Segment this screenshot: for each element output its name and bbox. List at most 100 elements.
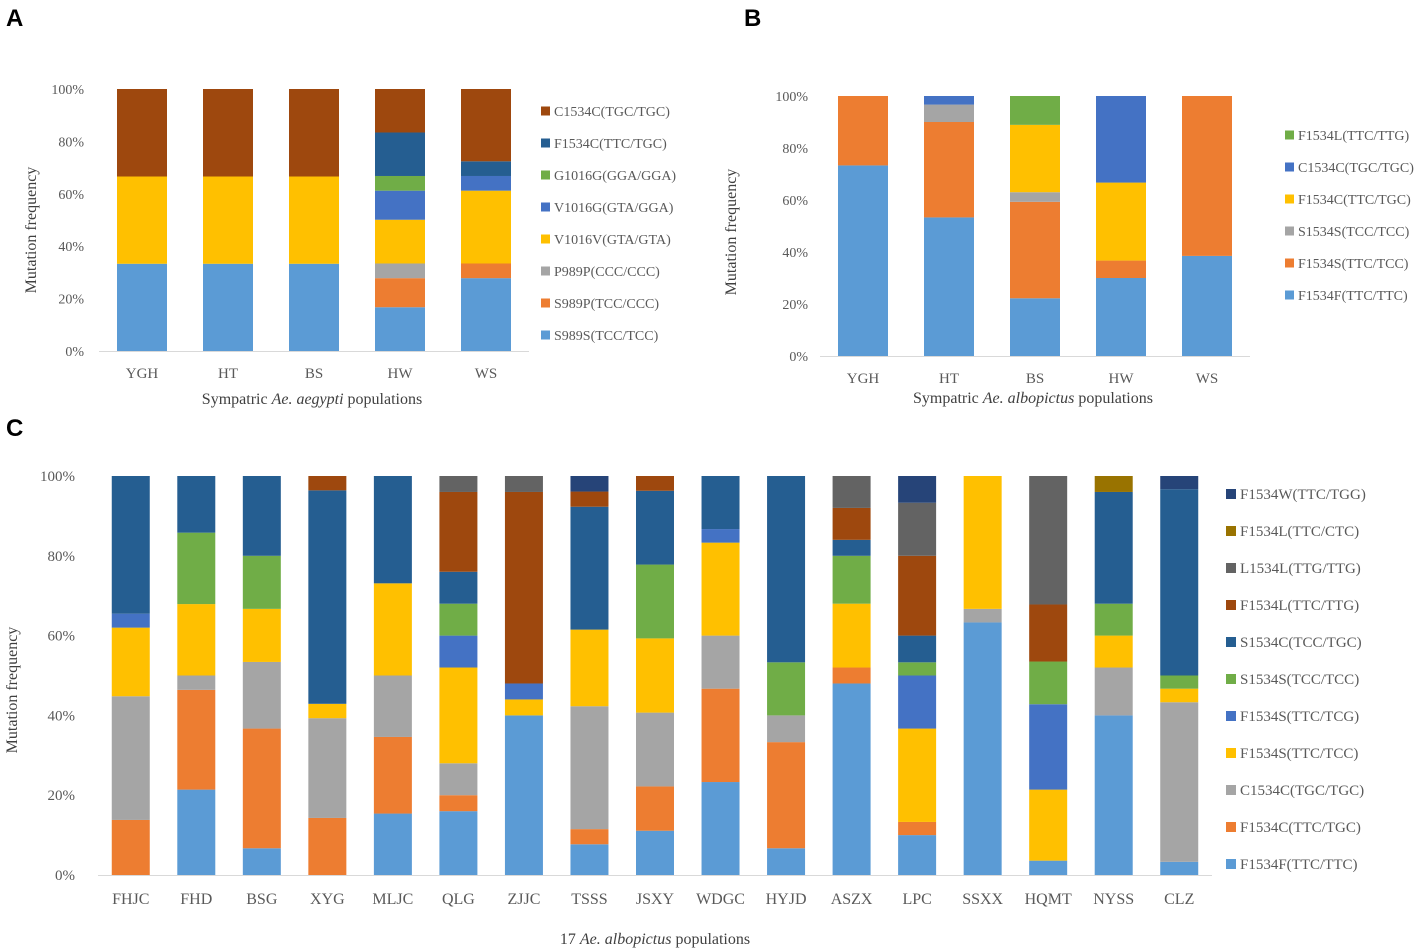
panel-c-x-axis-label: 17 Ae. albopictus populations	[560, 931, 750, 948]
panel-c-category-label: HYJD	[766, 891, 807, 908]
panel-c-bar-segment	[439, 795, 478, 812]
panel-a-bar-segment	[461, 89, 511, 162]
panel-b-legend-swatch	[1285, 258, 1294, 268]
panel-c-legend-swatch	[1226, 600, 1236, 610]
panel-b-bar-segment	[1010, 124, 1060, 193]
panel-c-legend-label: F1534S(TTC/TCG)	[1240, 709, 1359, 725]
panel-a-bar-segment	[289, 263, 339, 351]
panel-c-legend-label: F1534F(TTC/TTC)	[1240, 857, 1358, 873]
panel-c-bar-segment	[701, 688, 740, 783]
panel-a-legend-label: P989P(CCC/CCC)	[554, 265, 660, 280]
panel-c-plot: 0% 20% 40% 60% 80% 100% FHJC FHD BSG XYG MLJC QLG ZJ…	[40, 469, 1366, 908]
panel-c-bar-segment	[111, 476, 150, 614]
panel-c-bar-segment	[570, 491, 609, 507]
panel-a-legend-swatch	[541, 202, 550, 212]
panel-c-bar-segment	[701, 529, 740, 543]
panel-c-bar-segment	[570, 829, 609, 845]
panel-a-bar-segment	[375, 190, 425, 220]
panel-c-bar-segment	[832, 667, 871, 684]
panel-c-bar-segment	[177, 532, 216, 605]
panel-b-bar-segment	[1010, 298, 1060, 356]
panel-c-bar-segment	[832, 476, 871, 508]
panel-c-letter: C	[6, 415, 23, 442]
panel-c-bar-segment	[898, 728, 937, 822]
panel-c-bar-segment	[439, 491, 478, 572]
panel-c-bar-segment	[636, 638, 674, 713]
panel-c-bar-segment	[373, 813, 412, 875]
panel-a-legend-label: G1016G(GGA/GGA)	[554, 169, 676, 184]
panel-c-legend-swatch	[1226, 526, 1236, 536]
panel-b-bar-segment	[838, 165, 888, 356]
panel-c-bar-segment	[636, 490, 674, 565]
panel-c-legend-swatch	[1226, 748, 1236, 758]
panel-c-bar-segment	[439, 763, 478, 796]
panel-c-category-label: QLG	[442, 891, 475, 908]
panel-c-bar-segment	[570, 706, 609, 830]
panel-c-bar-segment	[504, 683, 543, 700]
panel-c-bar-segment	[242, 476, 281, 556]
panel-a-bar-segment	[375, 89, 425, 133]
panel-a-bar-segment	[289, 89, 339, 177]
panel-a-bar-segment	[461, 175, 511, 191]
panel-b-x-axis-label: Sympatric Ae. albopictus populations	[913, 390, 1153, 407]
panel-b-y-tick-label: 20%	[782, 298, 808, 313]
panel-c-bar-segment	[439, 811, 478, 875]
panel-b-bar-segment	[1010, 96, 1060, 125]
panel-c-category-label: HQMT	[1025, 891, 1072, 908]
panel-a-legend-swatch	[541, 330, 550, 340]
panel-c-bar-segment	[439, 635, 478, 668]
panel-b-y-tick-label: 0%	[789, 350, 808, 365]
panel-c-legend-swatch	[1226, 859, 1236, 869]
panel-a-legend-swatch	[541, 170, 550, 180]
panel-a-y-tick-label: 40%	[58, 240, 84, 255]
panel-c-bar-segment	[1094, 635, 1133, 668]
panel-c-legend-label: F1534W(TTC/TGG)	[1240, 487, 1366, 503]
panel-c-bar-segment	[308, 476, 347, 491]
panel-c-category-label: WDGC	[696, 891, 745, 908]
panel-c-bar-segment	[898, 675, 937, 729]
panel-c-bar-segment	[111, 613, 150, 628]
panel-c: C Mutation frequency 17 Ae. albopictus p…	[4, 415, 1366, 948]
panel-a-plot: 0% 20% 40% 60% 80% 100% YGH HT BS HW WS C1534C(TGC/…	[51, 83, 676, 382]
panel-c-bar-segment	[111, 696, 150, 820]
panel-a-legend-swatch	[541, 106, 550, 116]
panel-c-bar-segment	[636, 830, 674, 875]
panel-c-y-tick-label: 80%	[48, 549, 76, 565]
panel-b-bar-segment	[1096, 182, 1146, 261]
panel-b-y-tick-label: 100%	[775, 90, 808, 105]
panel-c-y-tick-label: 100%	[40, 469, 75, 485]
panel-c-bar-segment	[177, 476, 216, 533]
panel-c-bar-segment	[177, 675, 216, 690]
panel-c-bar-segment	[1160, 489, 1199, 676]
panel-c-bar-segment	[701, 476, 740, 530]
panel-b-category-label: HT	[939, 371, 959, 387]
panel-a-bar-segment	[375, 132, 425, 176]
panel-c-bar-segment	[898, 635, 937, 663]
panel-b-legend-label: F1534C(TTC/TGC)	[1298, 193, 1411, 208]
panel-c-bar-segment	[1094, 476, 1133, 492]
panel-c-bar-segment	[373, 476, 412, 584]
panel-a: A Mutation frequency Sympatric Ae. aegyp…	[6, 5, 676, 408]
panel-a-y-tick-label: 60%	[58, 188, 84, 203]
panel-c-legend-label: F1534S(TTC/TCC)	[1240, 746, 1358, 762]
panel-c-legend-swatch	[1226, 563, 1236, 573]
panel-c-legend-label: C1534C(TGC/TGC)	[1240, 783, 1364, 799]
panel-c-bar-segment	[963, 608, 1002, 623]
panel-a-bar-segment	[375, 307, 425, 351]
panel-c-bar-segment	[1029, 704, 1068, 790]
panel-a-y-axis-label: Mutation frequency	[23, 167, 40, 294]
panel-a-bar-segment	[203, 89, 253, 177]
panel-a-bar-segment	[117, 263, 167, 351]
panel-b-bar-segment	[1010, 192, 1060, 202]
panel-c-bar-segment	[177, 789, 216, 875]
panel-c-bar-segment	[439, 571, 478, 604]
panel-b-letter: B	[744, 5, 761, 32]
panel-c-bar-segment	[1029, 604, 1068, 662]
panel-c-y-tick-label: 40%	[48, 708, 76, 724]
panel-c-bar-segment	[898, 821, 937, 836]
panel-c-bar-segment	[832, 555, 871, 604]
panel-c-bar-segment	[767, 476, 806, 663]
panel-a-y-tick-label: 80%	[58, 135, 84, 150]
panel-a-y-tick-label: 0%	[65, 345, 84, 360]
